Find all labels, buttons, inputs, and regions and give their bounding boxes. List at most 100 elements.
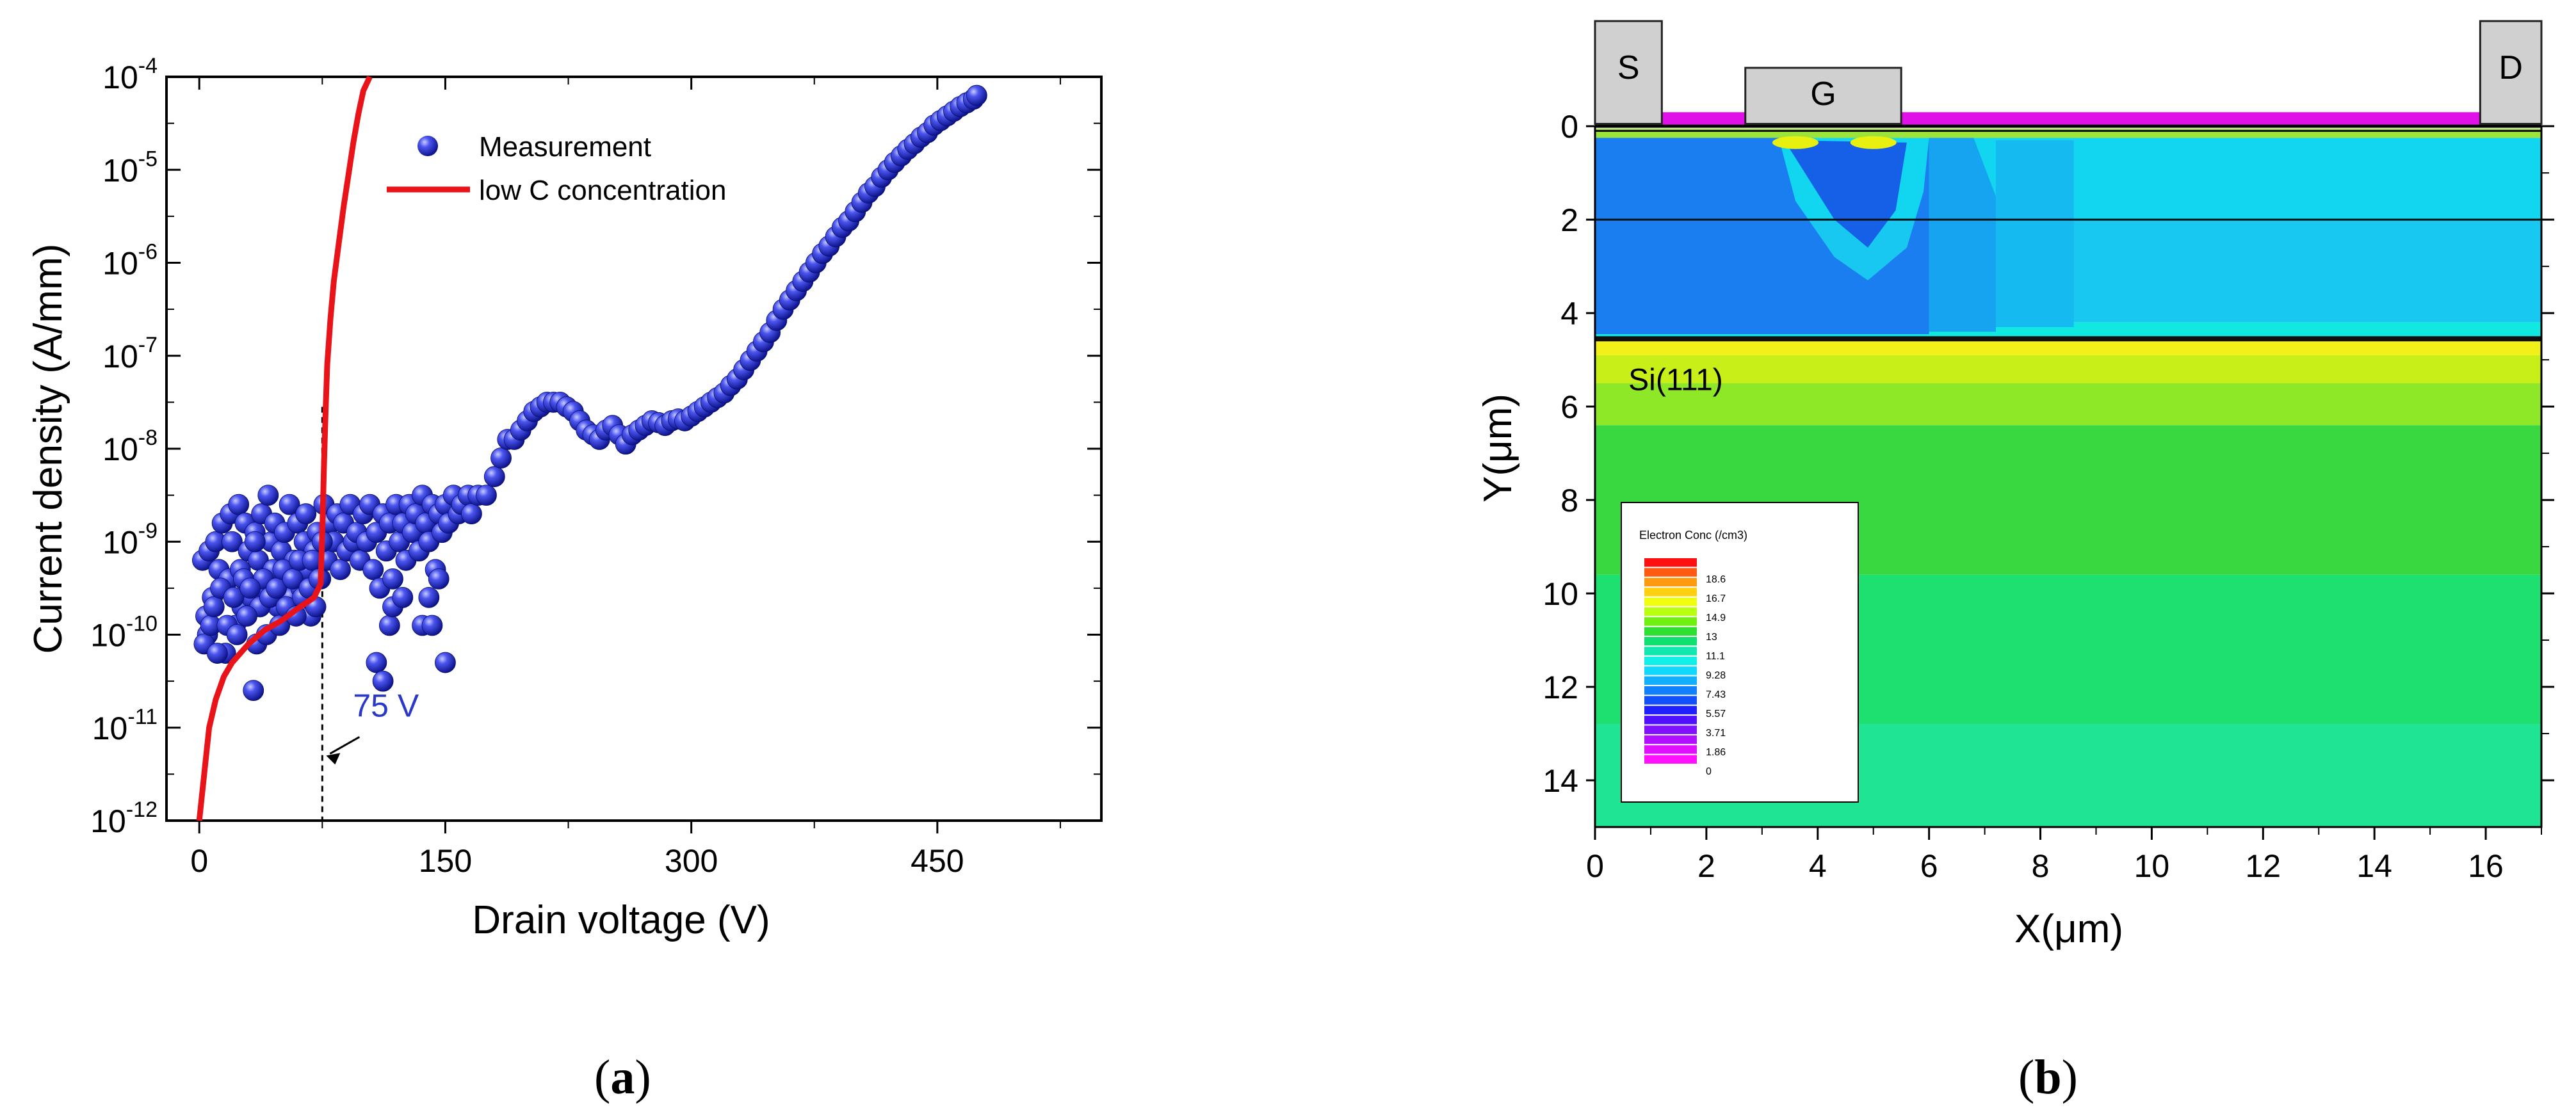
chart-a-measurement-point <box>461 503 482 525</box>
chart-b-electrode-label: D <box>2499 49 2523 86</box>
chart-b-depletion-zone <box>1929 138 1996 332</box>
chart-b-depletion-zone <box>1996 140 2074 327</box>
chart-a-annotation-arrow <box>329 735 360 755</box>
chart-a-y-axis-title: Current density (A/mm) <box>26 244 70 654</box>
colorbar-swatch <box>1644 686 1697 695</box>
chart-b-x-tick-label: 6 <box>1920 848 1938 884</box>
colorbar-swatch <box>1644 725 1697 734</box>
chart-b-y-tick-label: 2 <box>1560 202 1578 238</box>
chart-a-x-tick-label: 450 <box>911 843 964 879</box>
colorbar-swatch <box>1644 676 1697 685</box>
chart-a-measurement-point <box>330 559 351 581</box>
panel-b-caption: (b) <box>2018 1050 2078 1105</box>
chart-a-measurement-point <box>228 494 250 515</box>
chart-b-plot-frame <box>1594 125 2543 828</box>
chart-a-measurement-point <box>392 587 414 608</box>
chart-b-hotspot <box>1850 136 1897 149</box>
chart-b-electrode-d <box>2479 20 2543 125</box>
chart-a-measurement-point <box>236 606 257 627</box>
chart-a-measurement-point <box>257 485 279 506</box>
colorbar-swatch <box>1644 568 1697 577</box>
chart-b-x-tick-label: 4 <box>1809 848 1827 884</box>
colorbar-swatch <box>1644 735 1697 744</box>
chart-a-measurement-point <box>279 494 300 515</box>
chart-a-measurement-point <box>428 568 450 590</box>
chart-b-hotspot <box>1772 136 1819 149</box>
chart-a-measurement-point <box>435 652 456 673</box>
chart-a-measurement-point <box>295 503 317 525</box>
chart-b-depletion-zone <box>1784 140 1907 248</box>
chart-b-y-tick-label: 12 <box>1543 670 1578 705</box>
chart-a-x-tick-label: 0 <box>190 843 208 879</box>
colorbar-swatch <box>1644 716 1697 725</box>
colorbar-swatch <box>1644 597 1697 606</box>
chart-a-annotation: 75 V <box>321 406 419 821</box>
colorbar-swatch <box>1644 705 1697 715</box>
chart-b-electrode-s <box>1594 20 1663 125</box>
chart-b-electrode-label: S <box>1617 49 1640 86</box>
chart-a-measurement-point <box>203 596 225 618</box>
colorbar-swatch <box>1644 577 1697 587</box>
chart-a-y-tick-label: 10-11 <box>92 705 158 746</box>
colorbar-swatch <box>1644 607 1697 616</box>
chart-a-measurement-point <box>483 466 505 487</box>
colorbar-swatch <box>1644 666 1697 675</box>
chart-a-simulation-line <box>196 76 373 821</box>
chart-a-y-tick-label: 10-7 <box>102 333 158 374</box>
chart-a-annotation-label: 75 V <box>353 687 419 723</box>
colorbar-label: 1.86 <box>1706 747 1726 758</box>
panel-b-close-paren: ) <box>2061 1050 2078 1104</box>
colorbar-label: 5.57 <box>1706 709 1726 719</box>
chart-a-measurement-point <box>282 568 304 590</box>
colorbar-label: 13 <box>1706 632 1717 643</box>
chart-a-annotation-arrowhead <box>326 753 341 765</box>
colorbar-label: 18.6 <box>1706 574 1726 585</box>
chart-a-measurement-point <box>362 559 384 581</box>
chart-a-y-tick-label: 10-6 <box>102 240 158 282</box>
chart-a-measurement-point <box>223 587 245 608</box>
panel-a-close-paren: ) <box>635 1050 651 1104</box>
panel-a-letter: a <box>610 1050 635 1104</box>
chart-b-y-tick-label: 6 <box>1560 389 1578 425</box>
chart-b-layer-region <box>1595 339 2541 355</box>
chart-b-y-tick-label: 0 <box>1560 109 1578 145</box>
chart-b-layer-region <box>1595 383 2541 426</box>
chart-b-layer-region <box>1595 355 2541 383</box>
colorbar-swatch <box>1644 627 1697 636</box>
chart-a-y-tick-label: 10-8 <box>102 426 158 467</box>
chart-a-x-tick-label: 300 <box>665 843 718 879</box>
legend-measurement-label: Measurement <box>479 131 651 163</box>
chart-a-measurement-point <box>372 670 394 692</box>
chart-b-substrate-label: Si(111) <box>1628 363 1723 397</box>
chart-a-y-tick-label: 10-5 <box>102 147 158 188</box>
chart-b-y-tick-label: 4 <box>1560 296 1578 332</box>
colorbar-swatch <box>1644 588 1697 597</box>
chart-b-electrode-label: G <box>1810 76 1836 113</box>
chart-b-x-tick-label: 14 <box>2356 848 2392 884</box>
chart-b-x-tick-labels: 0 2 4 6 8 10 12 14 16 <box>1586 848 2504 884</box>
chart-b-depletion-zone <box>1595 138 1929 334</box>
colorbar-label: 14.9 <box>1706 613 1726 623</box>
chart-a-measurement-point <box>266 577 288 599</box>
colorbar-swatch <box>1644 755 1697 764</box>
legend-measurement-marker <box>417 136 438 156</box>
chart-b-electrodes: SGD <box>1594 20 2543 125</box>
chart-a-measurement-point <box>490 447 512 469</box>
colorbar-label: 16.7 <box>1706 593 1726 604</box>
chart-a-y-tick-label: 10-10 <box>90 612 158 654</box>
panel-b-letter: b <box>2034 1050 2062 1104</box>
chart-a-measurement-series <box>191 84 987 702</box>
chart-a-measurement-point <box>378 615 400 636</box>
chart-a-y-tick-labels: 10-12 10-11 10-10 10-9 10-8 10-7 10-6 10-5 10-4 <box>90 54 158 839</box>
chart-b-y-tick-labels: 0 2 4 6 8 10 12 14 <box>1543 109 1578 799</box>
chart-b-electrode-g <box>1744 67 1902 125</box>
chart-b-x-tick-label: 16 <box>2468 848 2504 884</box>
chart-a-x-tick-labels: 0 150 300 450 <box>190 843 964 879</box>
chart-b-axis-ticks <box>1586 125 2554 840</box>
colorbar-swatch <box>1644 637 1697 646</box>
colorbar-swatch <box>1644 656 1697 666</box>
colorbar-swatch <box>1644 558 1697 567</box>
panel-a-caption: (a) <box>594 1050 651 1105</box>
chart-b-colorbar: Electron Conc (/cm3) 18.6 16.7 14.9 13 11.1 9… <box>1621 502 1859 803</box>
